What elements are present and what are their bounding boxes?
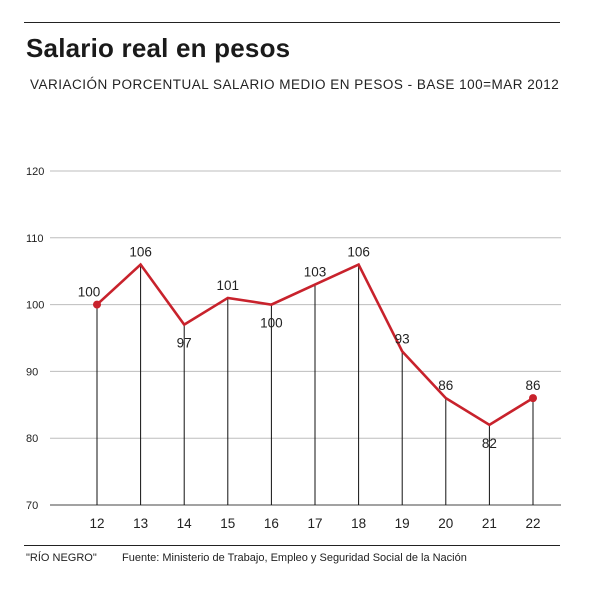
data-label: 103 <box>304 265 327 280</box>
data-label: 100 <box>260 316 283 331</box>
data-label: 86 <box>525 378 540 393</box>
value-stems <box>96 264 534 505</box>
data-label: 82 <box>482 436 497 451</box>
data-label: 101 <box>217 278 240 293</box>
x-tick-label: 12 <box>89 516 104 531</box>
y-tick-label: 110 <box>26 233 44 245</box>
x-tick-label: 22 <box>525 516 540 531</box>
bottom-rule <box>24 545 560 546</box>
x-tick-label: 14 <box>177 516 193 531</box>
data-label: 106 <box>347 245 370 260</box>
source-text: Fuente: Ministerio de Trabajo, Empleo y … <box>122 552 467 564</box>
credit-text: "RÍO NEGRO" <box>26 552 97 564</box>
point-marker <box>93 300 101 309</box>
data-label: 93 <box>395 331 410 346</box>
data-label: 100 <box>78 285 101 300</box>
x-tick-label: 19 <box>395 516 410 531</box>
axis-labels: 70 80 90 100 110 120 12 13 14 15 16 17 18 19 20 21 22 <box>26 166 541 531</box>
y-tick-label: 90 <box>26 366 38 378</box>
x-tick-label: 13 <box>133 516 148 531</box>
data-label: 106 <box>129 245 152 260</box>
gridlines <box>50 170 561 506</box>
y-tick-label: 80 <box>26 433 38 445</box>
y-tick-label: 70 <box>26 500 38 512</box>
y-tick-label: 100 <box>26 300 44 312</box>
data-label: 86 <box>438 378 453 393</box>
x-tick-label: 21 <box>482 516 497 531</box>
y-tick-label: 120 <box>26 166 44 178</box>
x-tick-label: 16 <box>264 516 279 531</box>
x-tick-label: 15 <box>220 516 235 531</box>
series-line <box>96 262 534 427</box>
data-label: 97 <box>177 336 192 351</box>
x-tick-label: 17 <box>307 516 322 531</box>
data-labels: 100 106 97 101 100 103 106 93 86 82 86 <box>78 245 541 451</box>
x-tick-label: 18 <box>351 516 366 531</box>
top-rule <box>24 22 560 23</box>
chart-title: Salario real en pesos <box>26 33 291 63</box>
chart-subtitle: VARIACIÓN PORCENTUAL SALARIO MEDIO EN PE… <box>30 77 560 92</box>
series-line-layer <box>93 262 537 427</box>
x-tick-label: 20 <box>438 516 453 531</box>
point-marker <box>529 394 537 403</box>
